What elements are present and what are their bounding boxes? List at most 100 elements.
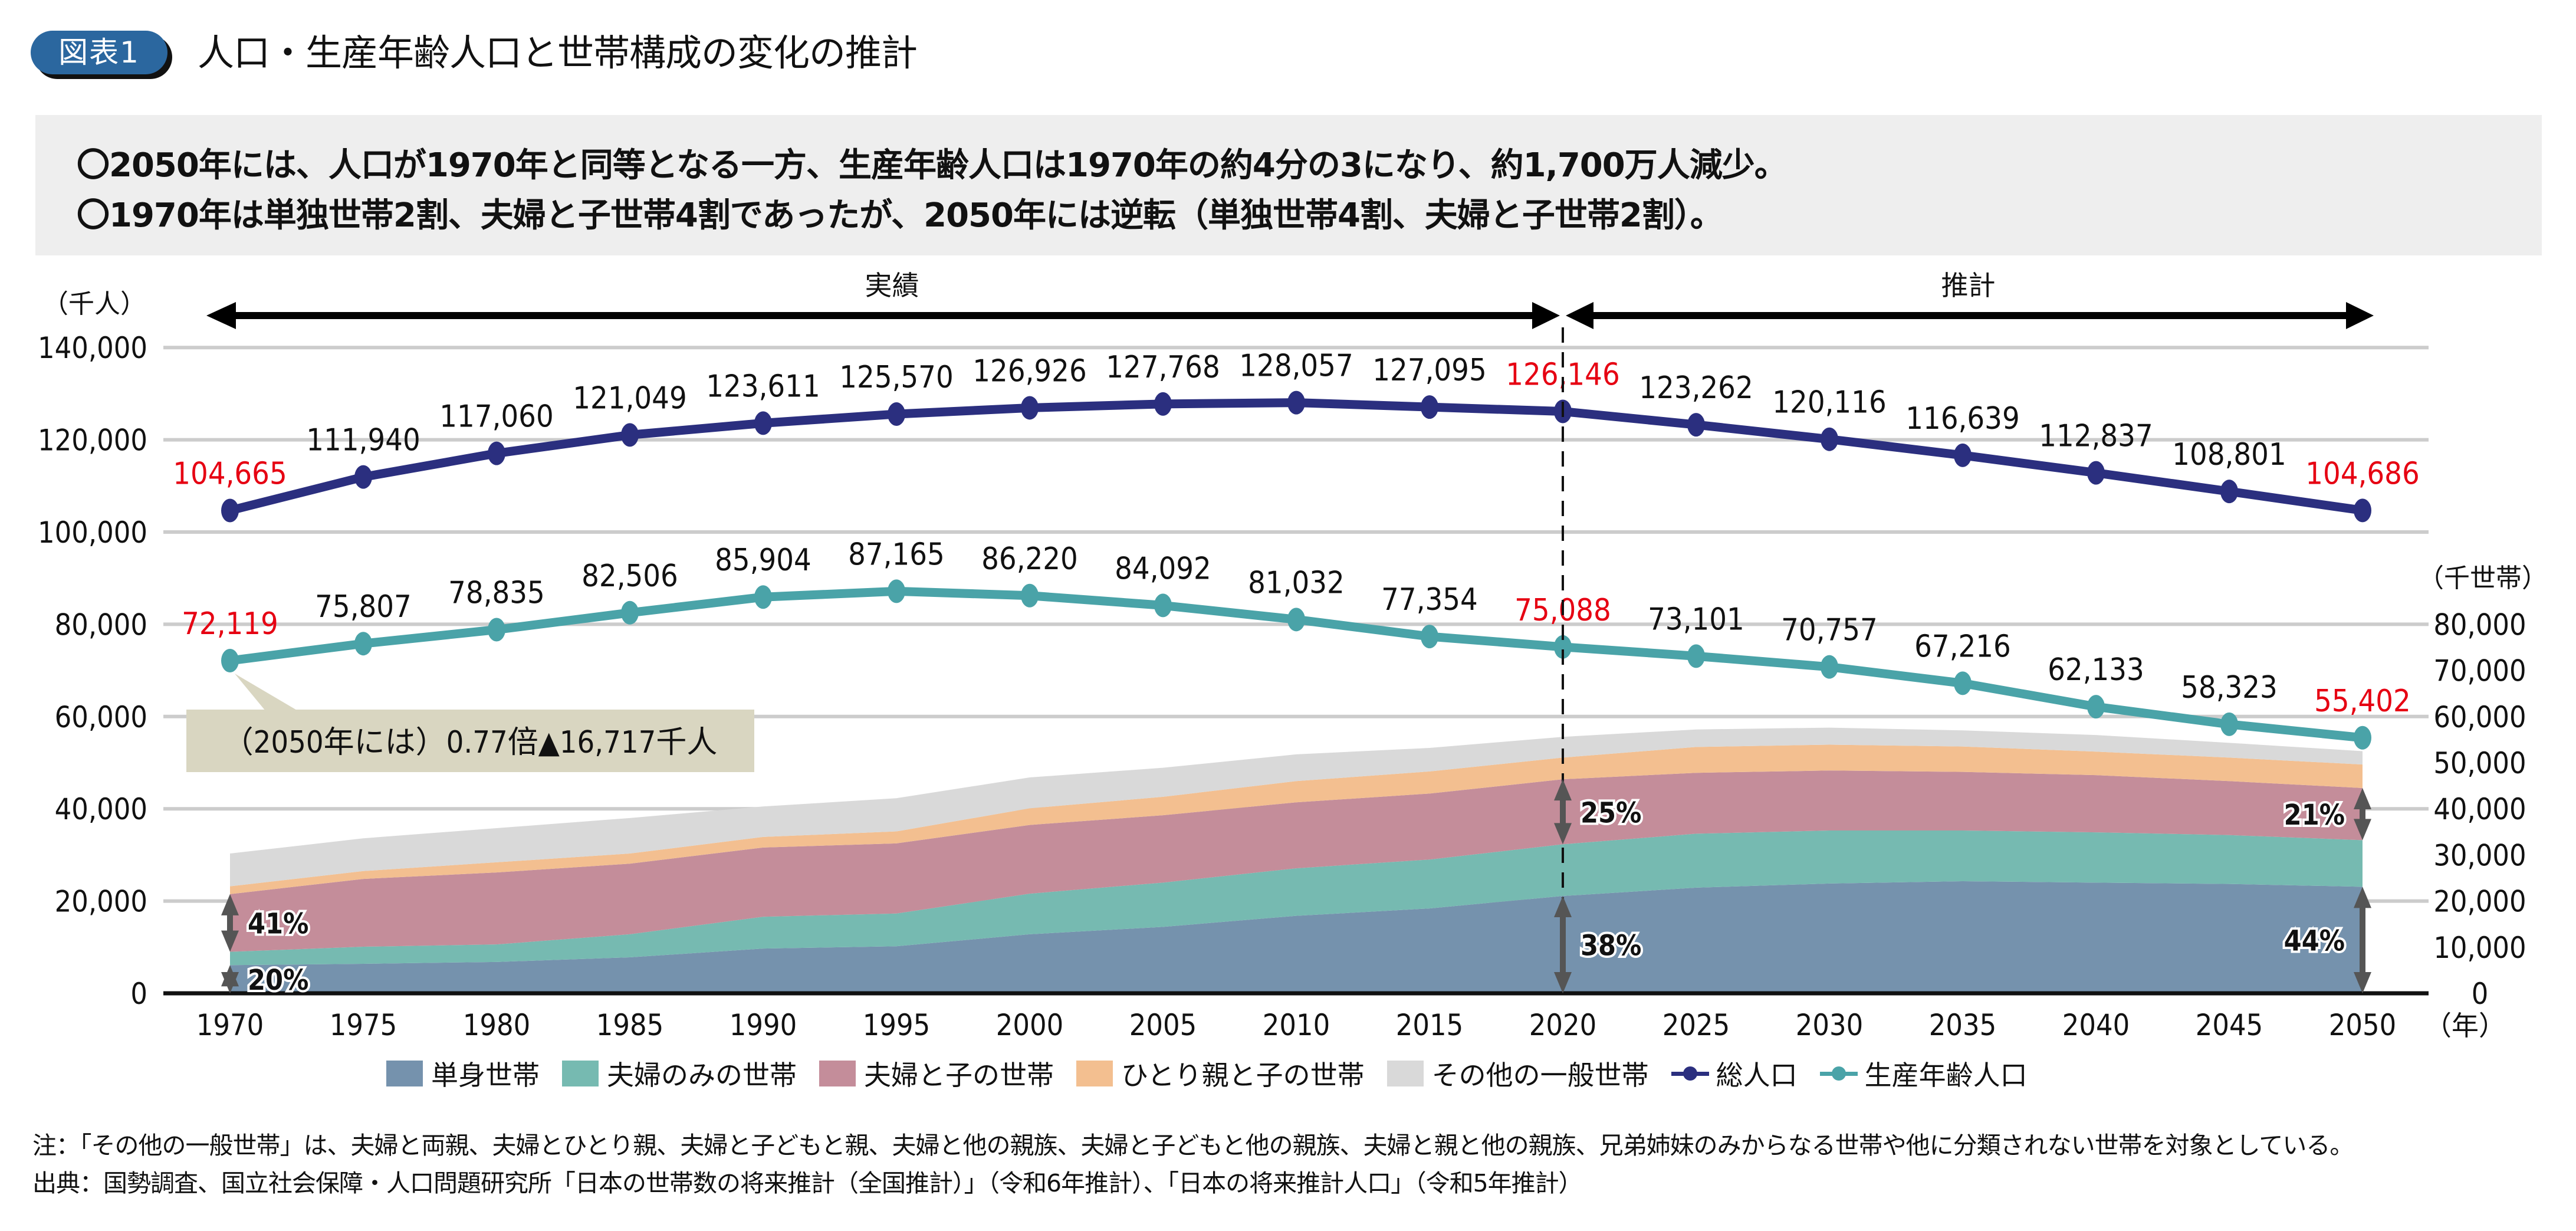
right-tick-label: 0 [2472, 977, 2489, 1011]
data-label-working_pop: 72,119 [182, 606, 278, 642]
data-label-total_pop: 123,262 [1639, 370, 1753, 406]
period-label-projection: 推計 [1941, 270, 1996, 301]
marker-total_pop [1954, 443, 1972, 467]
data-label-total_pop: 123,611 [706, 369, 820, 404]
legend-label: 生産年齢人口 [1864, 1059, 2028, 1091]
right-axis-unit: （千世帯） [2418, 563, 2548, 593]
marker-total_pop [488, 441, 505, 465]
x-tick-label: 1970 [196, 1008, 264, 1042]
legend-label: 夫婦と子の世帯 [864, 1059, 1054, 1091]
arrowhead-left-icon [206, 302, 236, 329]
x-tick-label: 1980 [463, 1008, 530, 1042]
share-arrowhead-down-icon [2354, 972, 2371, 993]
left-tick-label: 100,000 [38, 516, 147, 550]
marker-working_pop [2354, 726, 2371, 750]
share-label: 20% [248, 964, 308, 997]
x-tick-label: 2015 [1396, 1008, 1463, 1042]
area-single_parent [230, 744, 2363, 894]
x-axis-unit: （年） [2424, 1010, 2506, 1042]
share-arrowhead-down-icon [1554, 972, 1572, 993]
share-arrowhead-down-icon [1554, 823, 1572, 845]
marker-working_pop [2087, 695, 2105, 719]
data-label-total_pop: 104,665 [173, 457, 287, 492]
marker-working_pop [1954, 671, 1972, 695]
figure-badge: 図表1 [31, 31, 167, 74]
stacked-areas [230, 727, 2363, 993]
share-arrowhead-up-icon [2354, 887, 2371, 908]
data-label-working_pop: 77,354 [1381, 582, 1478, 618]
note-text: 注：「その他の一般世帯」は、夫婦と両親、夫婦とひとり親、夫婦と子どもと親、夫婦と… [32, 1131, 2354, 1160]
marker-working_pop [1287, 608, 1305, 632]
axes: 0 20,000 40,000 60,000 80,000 100,000 120,000 1… [38, 289, 2548, 1042]
x-tick-label: 2005 [1129, 1008, 1197, 1042]
marker-working_pop [221, 649, 239, 673]
period-label-actual: 実績 [865, 270, 919, 301]
data-label-working_pop: 70,757 [1781, 613, 1878, 648]
legend-item: 夫婦と子の世帯 [819, 1054, 1054, 1093]
marker-total_pop [1154, 392, 1172, 416]
left-tick-label: 140,000 [38, 331, 147, 365]
summary-line-1: 〇2050年には、人口が1970年と同等となる一方、生産年齢人口は1970年の約… [77, 146, 1788, 185]
share-arrowhead-up-icon [1554, 895, 1572, 917]
summary-line-2: 〇1970年は単独世帯2割、夫婦と子世帯4割であったが、2050年には逆転（単独… [77, 196, 1723, 235]
legend-swatch [1076, 1061, 1113, 1086]
marker-working_pop [621, 600, 639, 625]
x-tick-label: 2040 [2062, 1008, 2130, 1042]
marker-total_pop [2354, 498, 2371, 523]
data-label-working_pop: 85,904 [715, 543, 811, 578]
x-tick-label: 1985 [596, 1008, 663, 1042]
data-label-working_pop: 55,402 [2314, 684, 2411, 719]
chart-title: 人口・生産年齢人口と世帯構成の変化の推計 [198, 31, 918, 74]
marker-total_pop [1421, 395, 1438, 419]
marker-working_pop [1687, 644, 1705, 668]
legend-item: その他の一般世帯 [1386, 1054, 1649, 1093]
arrowhead-right-icon [1532, 302, 1560, 329]
legend-swatch [1386, 1061, 1424, 1086]
x-tick-label: 2050 [2329, 1008, 2396, 1042]
share-arrowhead-down-icon [2354, 819, 2371, 841]
area-couple_child [230, 770, 2363, 952]
marker-working_pop [354, 632, 372, 656]
left-tick-label: 40,000 [55, 792, 147, 826]
left-tick-label: 120,000 [38, 424, 147, 458]
legend-line-marker-icon [1819, 1061, 1858, 1086]
left-axis-unit: （千人） [42, 289, 146, 319]
data-label-total_pop: 108,801 [2172, 437, 2286, 472]
data-label-total_pop: 126,926 [972, 353, 1086, 389]
area-single [230, 881, 2363, 993]
x-tick-label: 2030 [1796, 1008, 1863, 1042]
right-tick-label: 80,000 [2433, 608, 2526, 642]
data-label-total_pop: 111,940 [306, 423, 420, 458]
legend-label: 総人口 [1716, 1059, 1798, 1091]
marker-total_pop [1287, 390, 1305, 415]
data-label-total_pop: 121,049 [573, 380, 686, 416]
data-label-total_pop: 128,057 [1239, 349, 1353, 384]
x-tick-label: 1995 [863, 1008, 930, 1042]
data-label-total_pop: 120,116 [1772, 385, 1886, 421]
data-label-working_pop: 62,133 [2048, 652, 2144, 688]
left-tick-label: 20,000 [55, 885, 147, 919]
marker-total_pop [1821, 427, 1838, 451]
marker-working_pop [1554, 635, 1572, 659]
left-tick-label: 80,000 [55, 608, 147, 642]
data-label-working_pop: 73,101 [1648, 602, 1744, 637]
x-tick-label: 2000 [996, 1008, 1063, 1042]
marker-total_pop [221, 498, 239, 523]
population-lines: 104,665 111,940 117,060 121,049 123,611 125,5… [173, 349, 2420, 750]
data-label-total_pop: 116,639 [1905, 401, 2019, 436]
share-arrowhead-up-icon [1554, 779, 1572, 801]
area-other [230, 727, 2363, 887]
right-tick-label: 20,000 [2433, 885, 2526, 919]
share-label: 25% [1581, 796, 1641, 829]
share-arrowhead-up-icon [2354, 788, 2371, 810]
right-tick-label: 50,000 [2433, 746, 2526, 780]
x-tick-label: 2025 [1662, 1008, 1730, 1042]
data-label-total_pop: 112,837 [2039, 419, 2153, 454]
right-tick-label: 40,000 [2433, 792, 2526, 826]
x-tick-label: 2010 [1263, 1008, 1330, 1042]
marker-total_pop [354, 465, 372, 489]
source-text: 出典：国勢調査、国立社会保障・人口問題研究所「日本の世帯数の将来推計（全国推計）… [32, 1169, 1583, 1197]
annotations: 実績 推計 （2050年には）0.77倍▲16,717千人 20% 41% 38% 25% 4… [186, 270, 2374, 999]
marker-total_pop [1687, 413, 1705, 437]
